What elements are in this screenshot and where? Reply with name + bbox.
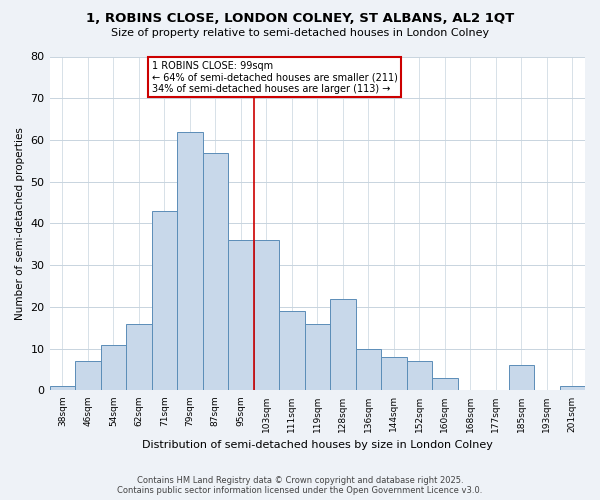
Bar bbox=[152, 211, 177, 390]
Bar bbox=[381, 357, 407, 390]
Bar bbox=[50, 386, 75, 390]
X-axis label: Distribution of semi-detached houses by size in London Colney: Distribution of semi-detached houses by … bbox=[142, 440, 493, 450]
Bar bbox=[177, 132, 203, 390]
Bar bbox=[228, 240, 254, 390]
Bar bbox=[305, 324, 330, 390]
Bar bbox=[126, 324, 152, 390]
Y-axis label: Number of semi-detached properties: Number of semi-detached properties bbox=[15, 127, 25, 320]
Bar bbox=[432, 378, 458, 390]
Bar bbox=[356, 348, 381, 391]
Text: 1 ROBINS CLOSE: 99sqm
← 64% of semi-detached houses are smaller (211)
34% of sem: 1 ROBINS CLOSE: 99sqm ← 64% of semi-deta… bbox=[152, 60, 397, 94]
Bar bbox=[330, 298, 356, 390]
Bar bbox=[101, 344, 126, 391]
Text: 1, ROBINS CLOSE, LONDON COLNEY, ST ALBANS, AL2 1QT: 1, ROBINS CLOSE, LONDON COLNEY, ST ALBAN… bbox=[86, 12, 514, 26]
Bar bbox=[509, 366, 534, 390]
Text: Contains HM Land Registry data © Crown copyright and database right 2025.
Contai: Contains HM Land Registry data © Crown c… bbox=[118, 476, 482, 495]
Bar bbox=[75, 361, 101, 390]
Bar bbox=[254, 240, 279, 390]
Text: Size of property relative to semi-detached houses in London Colney: Size of property relative to semi-detach… bbox=[111, 28, 489, 38]
Bar bbox=[560, 386, 585, 390]
Bar bbox=[407, 361, 432, 390]
Bar bbox=[279, 311, 305, 390]
Bar bbox=[203, 152, 228, 390]
